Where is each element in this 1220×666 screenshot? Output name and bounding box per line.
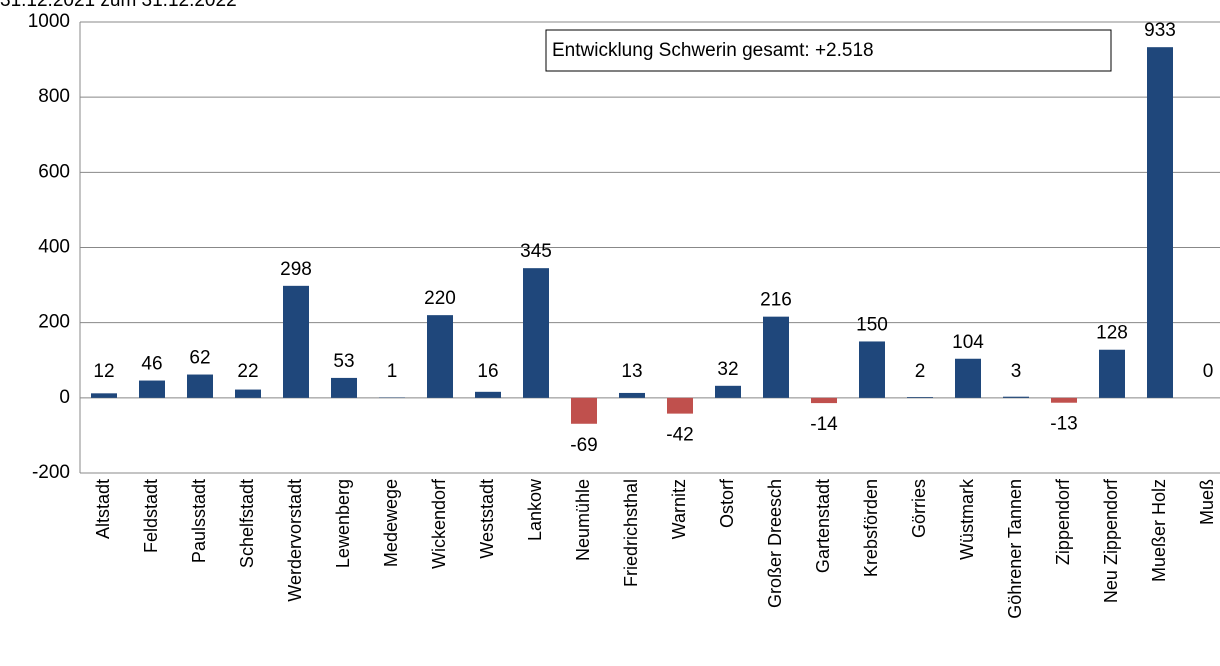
value-label: -69	[570, 435, 597, 456]
x-tick-label: Neu Zippendorf	[1101, 478, 1121, 603]
value-label: 62	[189, 348, 210, 369]
bar	[859, 341, 885, 398]
bar	[715, 385, 741, 398]
value-label: 298	[280, 259, 312, 280]
bar	[283, 285, 309, 398]
bar	[955, 358, 981, 398]
value-label: 22	[237, 361, 258, 382]
value-label: -13	[1050, 414, 1077, 435]
value-label: -42	[666, 425, 693, 446]
x-tick-label: Warnitz	[669, 479, 689, 539]
bar	[139, 380, 165, 398]
x-tick-label: Schelfstadt	[237, 479, 257, 568]
x-tick-label: Göhrener Tannen	[1005, 479, 1025, 619]
x-tick-label: Mueßer Holz	[1149, 479, 1169, 582]
value-label: 128	[1096, 323, 1128, 344]
x-tick-label: Lewenberg	[333, 479, 353, 568]
value-label: 933	[1144, 20, 1176, 41]
x-tick-label: Zippendorf	[1053, 478, 1073, 565]
x-tick-label: Lankow	[525, 478, 545, 541]
x-tick-label: Werdervorstadt	[285, 479, 305, 602]
bar	[763, 316, 789, 398]
value-label: 0	[1203, 361, 1214, 382]
y-tick-label: 1000	[28, 11, 70, 32]
bar	[1147, 47, 1173, 398]
value-label: 1	[387, 361, 398, 382]
value-label: -14	[810, 414, 838, 435]
y-tick-label: 200	[38, 312, 70, 333]
annotation-box	[545, 29, 1112, 72]
value-label: 3	[1011, 361, 1022, 382]
bar	[523, 268, 549, 398]
y-tick-label: 800	[38, 86, 70, 107]
bar	[667, 397, 693, 414]
x-tick-label: Wüstmark	[957, 478, 977, 560]
x-tick-label: Mueß	[1197, 479, 1217, 525]
y-tick-label: 600	[38, 161, 70, 182]
x-tick-label: Medewege	[381, 479, 401, 567]
x-tick-label: Krebsförden	[861, 479, 881, 577]
y-tick-label: -200	[32, 462, 70, 483]
bar	[907, 397, 933, 398]
value-label: 16	[477, 361, 498, 382]
x-tick-label: Ostorf	[717, 478, 737, 528]
x-tick-label: Gartenstadt	[813, 479, 833, 573]
y-tick-label: 400	[38, 237, 70, 258]
chart-subtitle: 31.12.2021 zum 31.12.2022	[0, 0, 237, 11]
bar	[331, 377, 357, 398]
bar	[571, 397, 597, 424]
value-label: 104	[952, 332, 984, 353]
x-tick-label: Friedrichsthal	[621, 479, 641, 587]
bar	[619, 392, 645, 398]
bar	[1003, 396, 1029, 398]
x-tick-label: Görries	[909, 479, 929, 538]
value-label: 46	[141, 354, 162, 375]
value-label: 53	[333, 351, 354, 372]
x-tick-label: Paulsstadt	[189, 479, 209, 563]
bar	[1099, 349, 1125, 398]
bar	[187, 374, 213, 398]
annotation: Entwicklung Schwerin gesamt: +2.518	[552, 40, 874, 61]
value-label: 220	[424, 288, 456, 309]
value-label: 32	[717, 359, 738, 380]
value-label: 12	[93, 361, 114, 382]
x-tick-label: Großer Dreesch	[765, 479, 785, 608]
value-label: 13	[621, 361, 642, 382]
bar	[427, 315, 453, 398]
y-tick-label: 0	[59, 387, 70, 408]
bar	[811, 397, 837, 404]
bar	[475, 391, 501, 398]
bar	[235, 389, 261, 398]
value-label: 2	[915, 361, 926, 382]
value-label: 150	[856, 314, 888, 335]
value-label: 345	[520, 241, 552, 262]
bar	[1051, 397, 1077, 403]
x-tick-label: Neumühle	[573, 479, 593, 561]
x-tick-label: Weststadt	[477, 479, 497, 559]
bar	[91, 393, 117, 398]
x-tick-label: Feldstadt	[141, 479, 161, 553]
x-tick-label: Altstadt	[93, 479, 113, 539]
x-tick-label: Wickendorf	[429, 478, 449, 569]
value-label: 216	[760, 290, 792, 311]
